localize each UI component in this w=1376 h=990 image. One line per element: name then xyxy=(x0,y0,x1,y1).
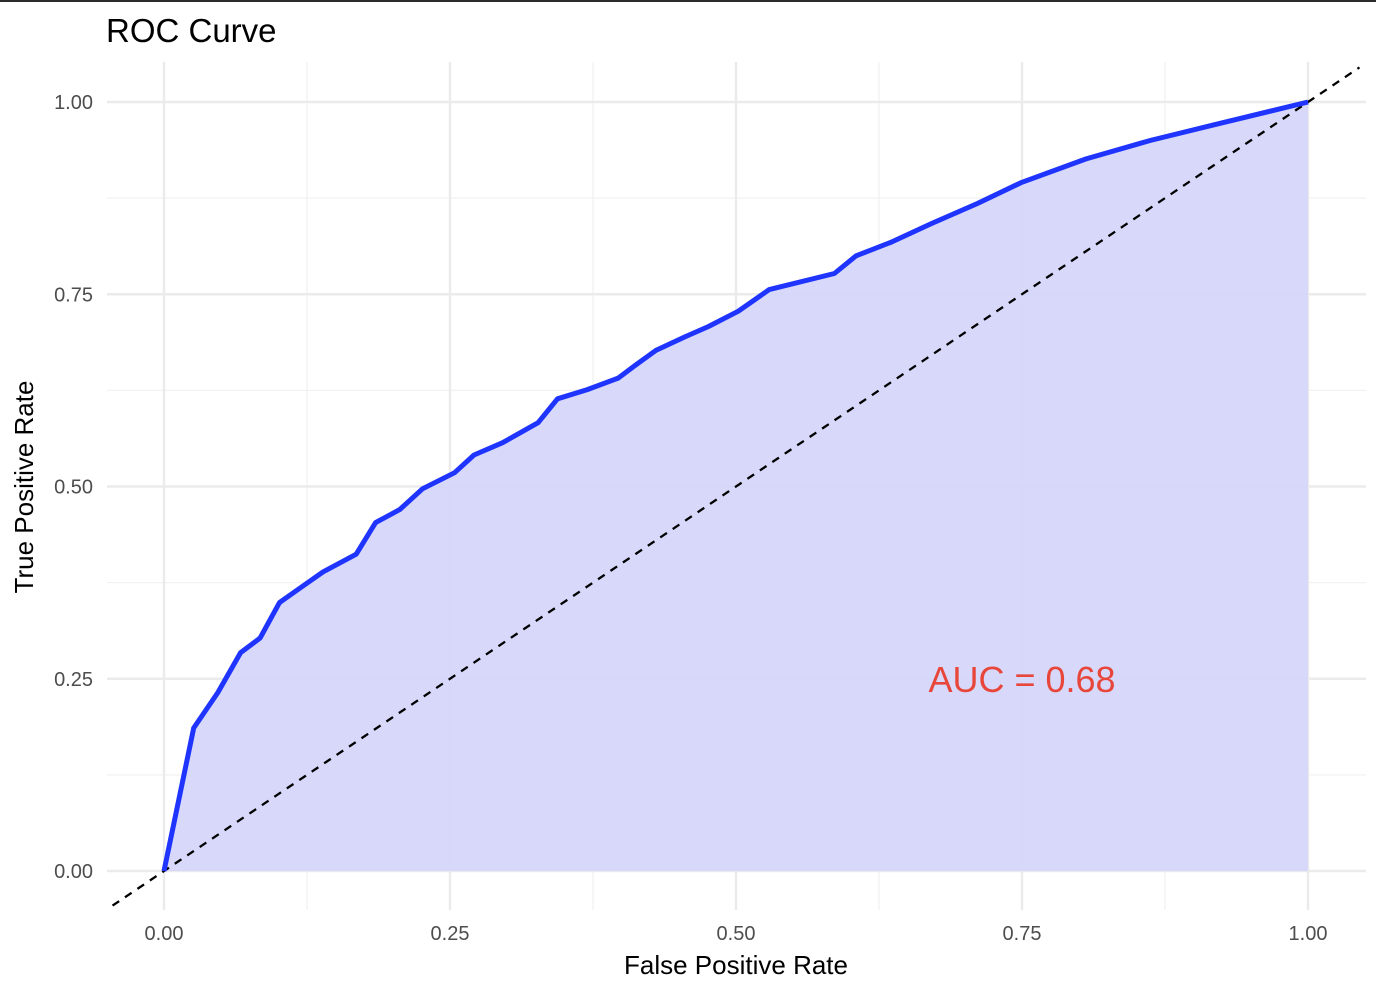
y-tick-label: 1.00 xyxy=(54,92,93,114)
top-border xyxy=(0,0,1376,2)
x-axis-title: False Positive Rate xyxy=(624,950,848,980)
x-tick-label: 0.00 xyxy=(145,923,184,945)
y-tick-labels: 0.00 0.25 0.50 0.75 1.00 xyxy=(54,92,93,883)
y-tick-label: 0.50 xyxy=(54,477,93,499)
y-tick-label: 0.75 xyxy=(54,284,93,306)
x-tick-labels: 0.00 0.25 0.50 0.75 1.00 xyxy=(145,923,1328,945)
y-tick-label: 0.00 xyxy=(54,861,93,883)
y-axis-title: True Positive Rate xyxy=(9,381,39,594)
x-tick-label: 1.00 xyxy=(1289,923,1328,945)
roc-curve-line xyxy=(161,99,1309,872)
x-tick-label: 0.50 xyxy=(717,923,756,945)
auc-annotation: AUC = 0.68 xyxy=(928,659,1115,700)
x-tick-label: 0.25 xyxy=(431,923,470,945)
chart-title: ROC Curve xyxy=(106,12,277,49)
reference-diagonal-line xyxy=(111,66,1361,907)
x-tick-label: 0.75 xyxy=(1003,923,1042,945)
y-tick-label: 0.25 xyxy=(54,669,93,691)
